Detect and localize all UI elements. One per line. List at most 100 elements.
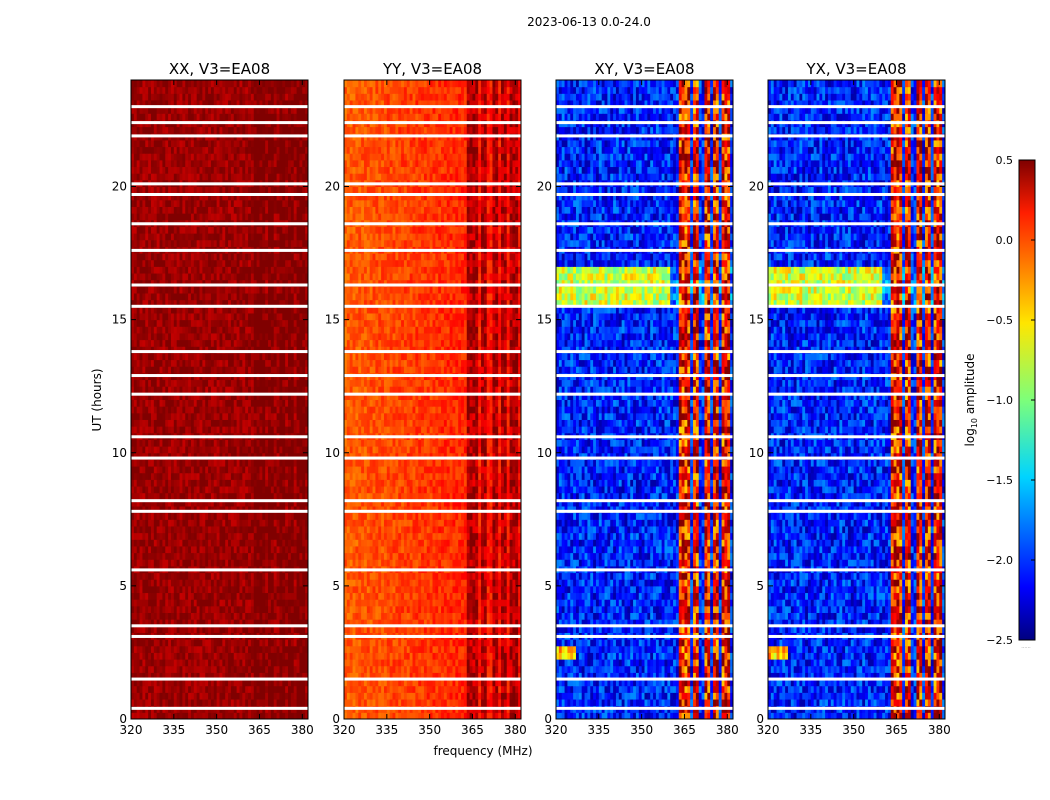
heatmap-cell (248, 426, 251, 433)
heatmap-cell (162, 187, 165, 194)
heatmap-cell (191, 686, 194, 693)
heatmap-cell (148, 266, 151, 273)
heatmap-cell (131, 413, 134, 420)
heatmap-cell (242, 712, 245, 719)
heatmap-cell (237, 546, 240, 553)
heatmap-cell (182, 479, 185, 486)
heatmap-cell (200, 260, 203, 267)
heatmap-cell (131, 366, 134, 373)
heatmap-cell (145, 486, 148, 493)
heatmap-cell (225, 286, 228, 293)
heatmap-cell (148, 313, 151, 320)
heatmap-cell (208, 486, 211, 493)
heatmap-cell (274, 546, 277, 553)
heatmap-cell (234, 313, 237, 320)
heatmap-cell (222, 613, 225, 620)
heatmap-cell (168, 293, 171, 300)
heatmap-cell (257, 686, 260, 693)
heatmap-cell (234, 260, 237, 267)
heatmap-cell (262, 439, 265, 446)
heatmap-cell (268, 240, 271, 247)
heatmap-cell (154, 446, 157, 453)
heatmap-cell (237, 519, 240, 526)
heatmap-cell (200, 486, 203, 493)
heatmap-cell (157, 593, 160, 600)
heatmap-cell (282, 286, 285, 293)
heatmap-cell (220, 613, 223, 620)
heatmap-cell (145, 666, 148, 673)
heatmap-cell (237, 599, 240, 606)
heatmap-cell (288, 606, 291, 613)
heatmap-cell (228, 659, 231, 666)
heatmap-cell (282, 652, 285, 659)
heatmap-cell (137, 613, 140, 620)
heatmap-cell (259, 459, 262, 466)
heatmap-cell (254, 266, 257, 273)
heatmap-cell (228, 539, 231, 546)
heatmap-cell (200, 639, 203, 646)
heatmap-cell (237, 586, 240, 593)
heatmap-cell (274, 200, 277, 207)
heatmap-cell (140, 206, 143, 213)
heatmap-cell (268, 340, 271, 347)
heatmap-cell (145, 366, 148, 373)
heatmap-cell (257, 273, 260, 280)
heatmap-cell (165, 333, 168, 340)
heatmap-cell (225, 200, 228, 207)
heatmap-cell (288, 286, 291, 293)
heatmap-cell (282, 486, 285, 493)
heatmap-cell (234, 473, 237, 480)
heatmap-cell (302, 639, 305, 646)
heatmap-cell (242, 326, 245, 333)
heatmap-cell (165, 712, 168, 719)
heatmap-cell (265, 313, 268, 320)
heatmap-cell (154, 539, 157, 546)
heatmap-cell (299, 686, 302, 693)
heatmap-cell (162, 273, 165, 280)
heatmap-cell (142, 659, 145, 666)
heatmap-cell (248, 586, 251, 593)
heatmap-cell (157, 360, 160, 367)
heatmap-cell (299, 400, 302, 407)
heatmap-cell (251, 293, 254, 300)
heatmap-cell (222, 459, 225, 466)
heatmap-cell (202, 553, 205, 560)
heatmap-cell (165, 519, 168, 526)
heatmap-cell (282, 639, 285, 646)
heatmap-cell (194, 606, 197, 613)
heatmap-cell (180, 187, 183, 194)
heatmap-cell (194, 639, 197, 646)
heatmap-cell (299, 439, 302, 446)
heatmap-cell (225, 380, 228, 387)
heatmap-cell (194, 419, 197, 426)
heatmap-cell (285, 639, 288, 646)
heatmap-cell (148, 226, 151, 233)
heatmap-cell (291, 266, 294, 273)
heatmap-cell (231, 187, 234, 194)
heatmap-cell (259, 326, 262, 333)
heatmap-cell (188, 692, 191, 699)
heatmap-cell (191, 473, 194, 480)
heatmap-cell (194, 473, 197, 480)
heatmap-cell (194, 406, 197, 413)
heatmap-cell (251, 593, 254, 600)
heatmap-cell (185, 386, 188, 393)
heatmap-cell (154, 486, 157, 493)
heatmap-cell (217, 466, 220, 473)
heatmap-cell (234, 446, 237, 453)
heatmap-cell (208, 519, 211, 526)
heatmap-cell (208, 513, 211, 520)
heatmap-cell (208, 413, 211, 420)
heatmap-cell (279, 553, 282, 560)
heatmap-cell (228, 639, 231, 646)
heatmap-cell (237, 493, 240, 500)
heatmap-cell (254, 206, 257, 213)
heatmap-cell (228, 579, 231, 586)
heatmap-cell (242, 479, 245, 486)
heatmap-cell (262, 413, 265, 420)
heatmap-cell (151, 419, 154, 426)
heatmap-cell (288, 486, 291, 493)
heatmap-cell (162, 546, 165, 553)
heatmap-cell (277, 206, 280, 213)
heatmap-cell (242, 473, 245, 480)
